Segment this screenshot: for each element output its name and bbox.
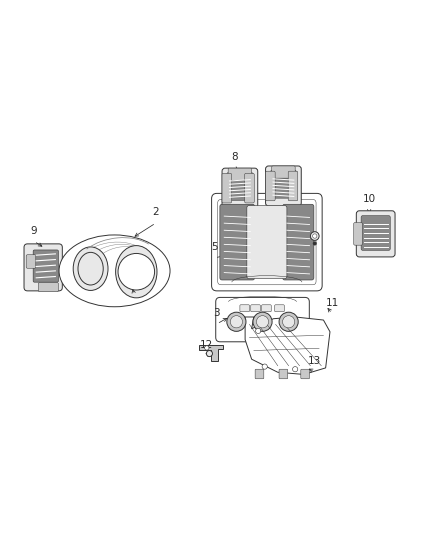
- FancyBboxPatch shape: [220, 204, 254, 280]
- FancyBboxPatch shape: [275, 305, 284, 312]
- Circle shape: [118, 254, 155, 290]
- Circle shape: [253, 312, 272, 332]
- FancyBboxPatch shape: [272, 166, 295, 178]
- FancyBboxPatch shape: [247, 206, 287, 279]
- Circle shape: [311, 232, 319, 240]
- Circle shape: [256, 316, 268, 328]
- FancyBboxPatch shape: [354, 223, 362, 245]
- PathPatch shape: [245, 317, 330, 375]
- Text: 3: 3: [213, 308, 220, 318]
- Circle shape: [313, 241, 317, 245]
- FancyBboxPatch shape: [33, 250, 58, 282]
- Text: 5: 5: [212, 242, 218, 252]
- FancyBboxPatch shape: [222, 168, 258, 208]
- FancyBboxPatch shape: [261, 305, 271, 312]
- FancyBboxPatch shape: [283, 204, 314, 280]
- FancyBboxPatch shape: [24, 244, 62, 291]
- FancyBboxPatch shape: [270, 171, 297, 198]
- Circle shape: [227, 312, 246, 332]
- FancyBboxPatch shape: [361, 215, 390, 251]
- Ellipse shape: [116, 246, 157, 298]
- FancyBboxPatch shape: [216, 297, 309, 342]
- FancyBboxPatch shape: [212, 193, 322, 291]
- FancyBboxPatch shape: [222, 173, 232, 203]
- Circle shape: [279, 312, 298, 332]
- FancyBboxPatch shape: [265, 166, 301, 206]
- Text: 11: 11: [325, 298, 339, 308]
- FancyBboxPatch shape: [227, 173, 253, 200]
- Circle shape: [230, 316, 243, 328]
- FancyBboxPatch shape: [288, 171, 298, 201]
- Text: 8: 8: [231, 151, 237, 161]
- FancyBboxPatch shape: [39, 282, 58, 292]
- Ellipse shape: [78, 252, 103, 285]
- Text: 7: 7: [294, 167, 300, 177]
- FancyBboxPatch shape: [240, 305, 250, 312]
- Circle shape: [205, 346, 209, 350]
- FancyBboxPatch shape: [245, 173, 254, 203]
- Circle shape: [262, 364, 267, 369]
- Ellipse shape: [73, 247, 108, 290]
- Circle shape: [293, 367, 298, 372]
- PathPatch shape: [199, 345, 223, 360]
- Ellipse shape: [59, 235, 170, 307]
- Text: 4: 4: [244, 201, 251, 211]
- FancyBboxPatch shape: [218, 199, 316, 285]
- FancyBboxPatch shape: [301, 369, 310, 379]
- FancyBboxPatch shape: [279, 369, 288, 379]
- Text: 13: 13: [308, 356, 321, 366]
- FancyBboxPatch shape: [356, 211, 395, 257]
- Circle shape: [313, 234, 317, 238]
- FancyBboxPatch shape: [26, 255, 36, 268]
- Text: 6: 6: [305, 218, 311, 228]
- Text: 9: 9: [31, 225, 37, 236]
- FancyBboxPatch shape: [228, 168, 252, 180]
- FancyBboxPatch shape: [265, 171, 275, 201]
- Text: 12: 12: [199, 340, 212, 350]
- Text: 10: 10: [363, 194, 376, 204]
- Text: 2: 2: [152, 207, 159, 217]
- FancyBboxPatch shape: [255, 369, 264, 379]
- Circle shape: [255, 328, 261, 334]
- Text: 1: 1: [131, 279, 138, 289]
- Circle shape: [206, 351, 212, 357]
- FancyBboxPatch shape: [251, 305, 260, 312]
- Circle shape: [283, 316, 295, 328]
